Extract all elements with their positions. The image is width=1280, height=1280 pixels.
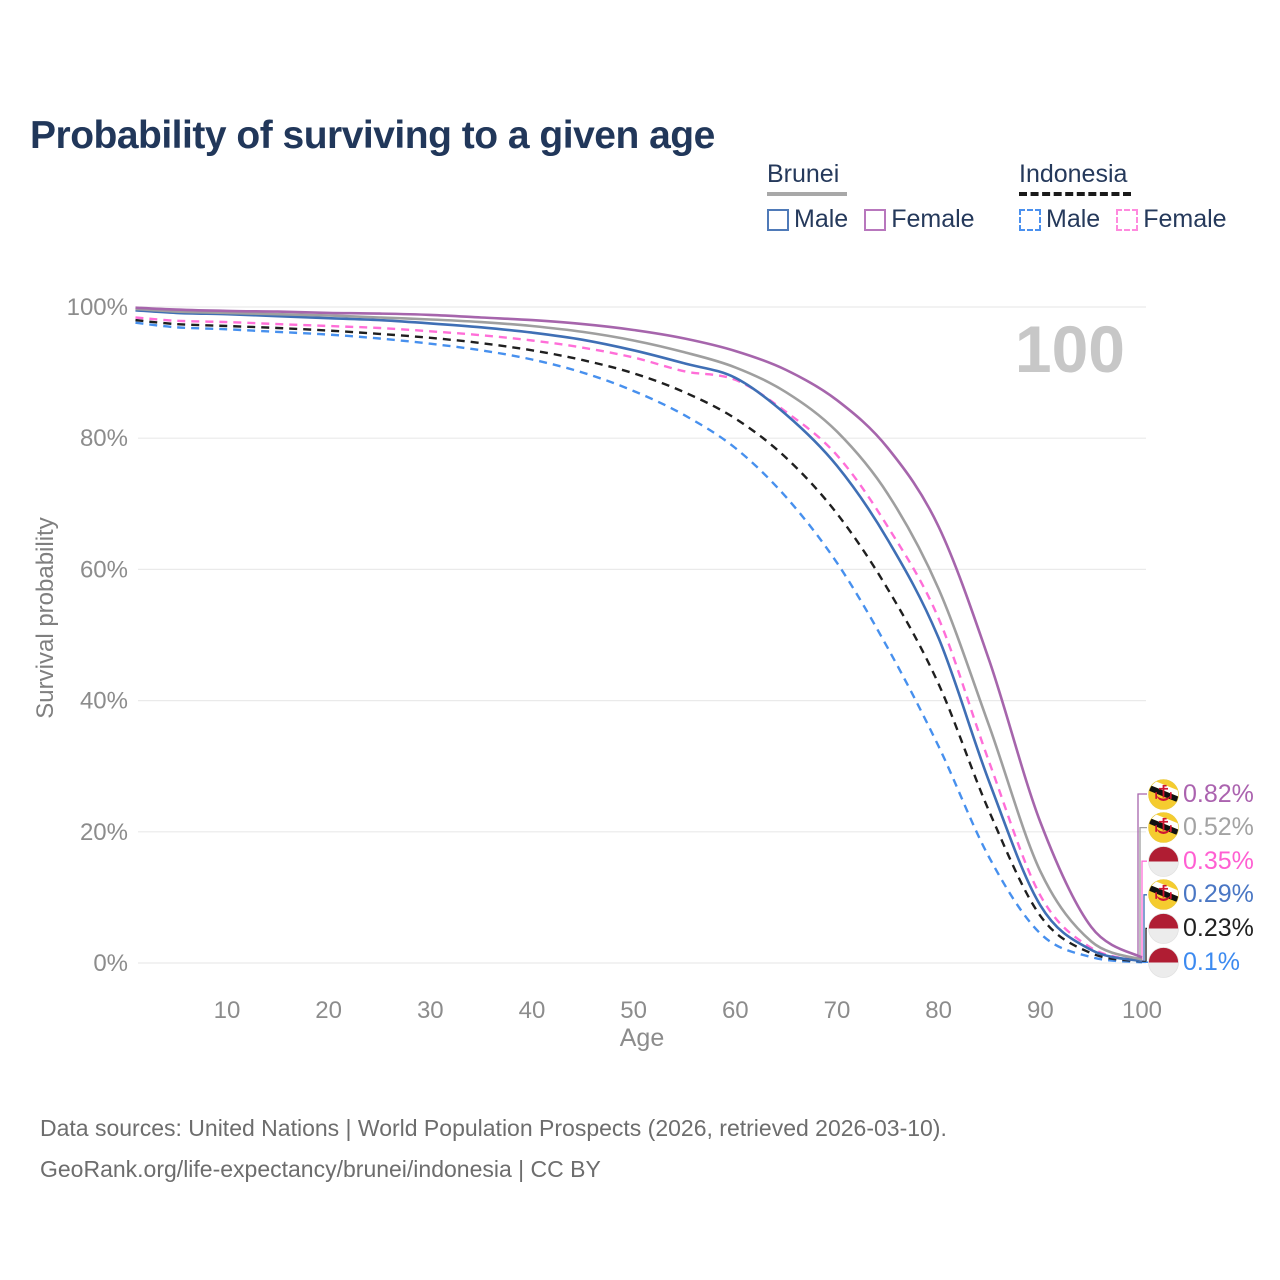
brunei-flag-icon [1148,778,1179,810]
legend-item-indonesia-male[interactable]: Male [1019,205,1100,234]
legend-country-indonesia[interactable]: Indonesia [1019,160,1128,188]
x-tick-label: 70 [824,997,851,1024]
watermark-label: 100 [1015,312,1125,386]
indonesia-flag-icon [1148,845,1179,877]
legend-group-indonesia: Indonesia Male Female [1019,160,1227,234]
legend-item-indonesia-female[interactable]: Female [1116,205,1227,234]
legend-underline-indonesia [1019,192,1131,196]
end-label-brunei: 0.52% [1148,812,1254,844]
brunei-female-swatch-icon [864,208,887,231]
y-tick-label: 40% [80,688,128,715]
legend-country-brunei[interactable]: Brunei [767,160,840,188]
indonesia-female-swatch-icon [1116,208,1139,231]
x-tick-label: 100 [1122,997,1162,1024]
series-line-indonesia[interactable] [135,318,1143,963]
y-tick-label: 0% [93,950,128,977]
legend-item-label: Female [891,205,975,233]
end-label-connector [1142,927,1147,963]
y-axis-title: Survival probability [32,517,59,719]
series-line-brunei[interactable] [135,307,1143,961]
indonesia-flag-icon [1148,912,1179,944]
footer: Data sources: United Nations | World Pop… [40,1108,947,1190]
end-label-brunei-male: 0.29% [1148,879,1254,911]
y-tick-label: 100% [67,294,128,321]
x-tick-label: 50 [620,997,647,1024]
end-label-indonesia-female: 0.35% [1148,845,1254,877]
end-label-value: 0.35% [1183,846,1254,875]
legend-group-brunei: Brunei Male Female [767,160,975,234]
legend-underline-brunei [767,192,847,196]
x-tick-label: 90 [1027,997,1054,1024]
series-line-indonesia-male[interactable] [135,321,1143,964]
series-line-indonesia-female[interactable] [135,316,1143,962]
footer-sources-line: Data sources: United Nations | World Pop… [40,1115,947,1141]
x-tick-label: 60 [722,997,749,1024]
brunei-flag-icon [1148,879,1179,911]
legend-item-brunei-female[interactable]: Female [864,205,975,234]
series-line-brunei-female[interactable] [135,306,1143,959]
legend-item-label: Female [1143,205,1227,233]
brunei-male-swatch-icon [767,208,789,231]
x-tick-label: 10 [214,997,241,1024]
legend-item-label: Male [794,205,849,233]
series-line-brunei-male[interactable] [135,308,1143,963]
end-label-connector [1141,860,1147,961]
end-label-value: 0.23% [1183,913,1254,942]
y-tick-label: 80% [80,425,128,452]
y-tick-label: 60% [80,556,128,583]
footer-attribution-line: GeoRank.org/life-expectancy/brunei/indon… [40,1156,601,1182]
page-title: Probability of surviving to a given age [30,114,715,158]
x-tick-label: 80 [925,997,952,1024]
end-label-value: 0.82% [1183,779,1254,808]
x-tick-label: 30 [417,997,444,1024]
legend-item-label: Male [1046,205,1101,233]
end-label-indonesia: 0.23% [1148,912,1254,944]
end-label-value: 0.52% [1183,813,1254,842]
end-label-value: 0.1% [1183,947,1240,976]
x-tick-label: 40 [519,997,546,1024]
end-label-value: 0.29% [1183,880,1254,909]
indonesia-flag-icon [1148,946,1179,978]
brunei-flag-icon [1148,812,1179,843]
x-axis-title: Age [619,1024,665,1052]
legend-item-brunei-male[interactable]: Male [767,205,848,234]
end-label-brunei-female: 0.82% [1148,778,1254,810]
x-tick-label: 20 [315,997,342,1024]
end-label-indonesia-male: 0.1% [1148,946,1240,978]
indonesia-male-swatch-icon [1019,208,1041,231]
y-tick-label: 20% [80,819,128,846]
